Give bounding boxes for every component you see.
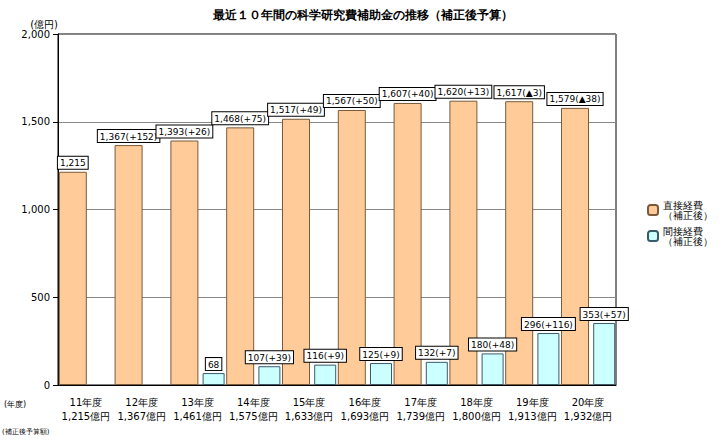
svg-text:1,393(+26): 1,393(+26) <box>159 127 211 137</box>
svg-text:(年度): (年度) <box>4 400 26 409</box>
svg-text:18年度: 18年度 <box>460 397 493 408</box>
svg-text:1,739億円: 1,739億円 <box>396 411 445 422</box>
svg-text:1,367(+152): 1,367(+152) <box>100 132 158 142</box>
svg-text:107(+39): 107(+39) <box>248 353 291 363</box>
svg-text:15年度: 15年度 <box>293 397 326 408</box>
svg-text:1,500: 1,500 <box>21 116 50 127</box>
svg-text:125(+9): 125(+9) <box>362 350 399 360</box>
svg-text:1,800億円: 1,800億円 <box>452 411 501 422</box>
svg-text:1,617(▲3): 1,617(▲3) <box>496 88 541 98</box>
svg-text:(補正後予算額): (補正後予算額) <box>2 428 50 436</box>
svg-text:0: 0 <box>44 380 50 391</box>
svg-text:12年度: 12年度 <box>125 397 158 408</box>
svg-text:1,575億円: 1,575億円 <box>229 411 278 422</box>
svg-text:（補正後）: （補正後） <box>663 210 713 221</box>
svg-text:1,367億円: 1,367億円 <box>117 411 166 422</box>
svg-text:最近１０年間の科学研究費補助金の推移（補正後予算）: 最近１０年間の科学研究費補助金の推移（補正後予算） <box>212 8 513 22</box>
svg-text:1,607(+40): 1,607(+40) <box>382 89 434 99</box>
svg-text:1,913億円: 1,913億円 <box>508 411 557 422</box>
svg-text:1,932億円: 1,932億円 <box>564 411 613 422</box>
svg-text:間接経費: 間接経費 <box>663 225 703 237</box>
svg-text:1,517(+49): 1,517(+49) <box>270 105 322 115</box>
svg-text:500: 500 <box>31 292 50 303</box>
svg-text:（補正後）: （補正後） <box>663 236 713 247</box>
svg-text:68: 68 <box>208 360 220 370</box>
svg-text:1,567(+50): 1,567(+50) <box>326 96 378 106</box>
svg-text:直接経費: 直接経費 <box>663 199 703 211</box>
svg-text:353(+57): 353(+57) <box>583 310 626 320</box>
svg-text:(億円): (億円) <box>30 18 58 30</box>
svg-text:1,000: 1,000 <box>21 204 50 215</box>
svg-text:20年度: 20年度 <box>572 397 605 408</box>
svg-text:1,633億円: 1,633億円 <box>285 411 334 422</box>
svg-text:19年度: 19年度 <box>516 397 549 408</box>
svg-text:1,693億円: 1,693億円 <box>341 411 390 422</box>
svg-text:1,620(+13): 1,620(+13) <box>438 87 490 97</box>
svg-text:11年度: 11年度 <box>70 397 103 408</box>
svg-text:13年度: 13年度 <box>181 397 214 408</box>
svg-text:17年度: 17年度 <box>404 397 437 408</box>
svg-text:1,468(+75): 1,468(+75) <box>214 114 266 124</box>
svg-text:132(+7): 132(+7) <box>418 348 455 358</box>
svg-text:1,579(▲38): 1,579(▲38) <box>549 94 600 104</box>
svg-text:16年度: 16年度 <box>349 397 382 408</box>
svg-text:1,215: 1,215 <box>60 158 86 168</box>
svg-text:1,215億円: 1,215億円 <box>62 411 111 422</box>
svg-text:14年度: 14年度 <box>237 397 270 408</box>
svg-text:1,461億円: 1,461億円 <box>173 411 222 422</box>
svg-text:296(+116): 296(+116) <box>524 320 573 330</box>
svg-text:116(+9): 116(+9) <box>306 351 343 361</box>
svg-text:2,000: 2,000 <box>21 29 50 40</box>
svg-text:180(+48): 180(+48) <box>471 340 514 350</box>
